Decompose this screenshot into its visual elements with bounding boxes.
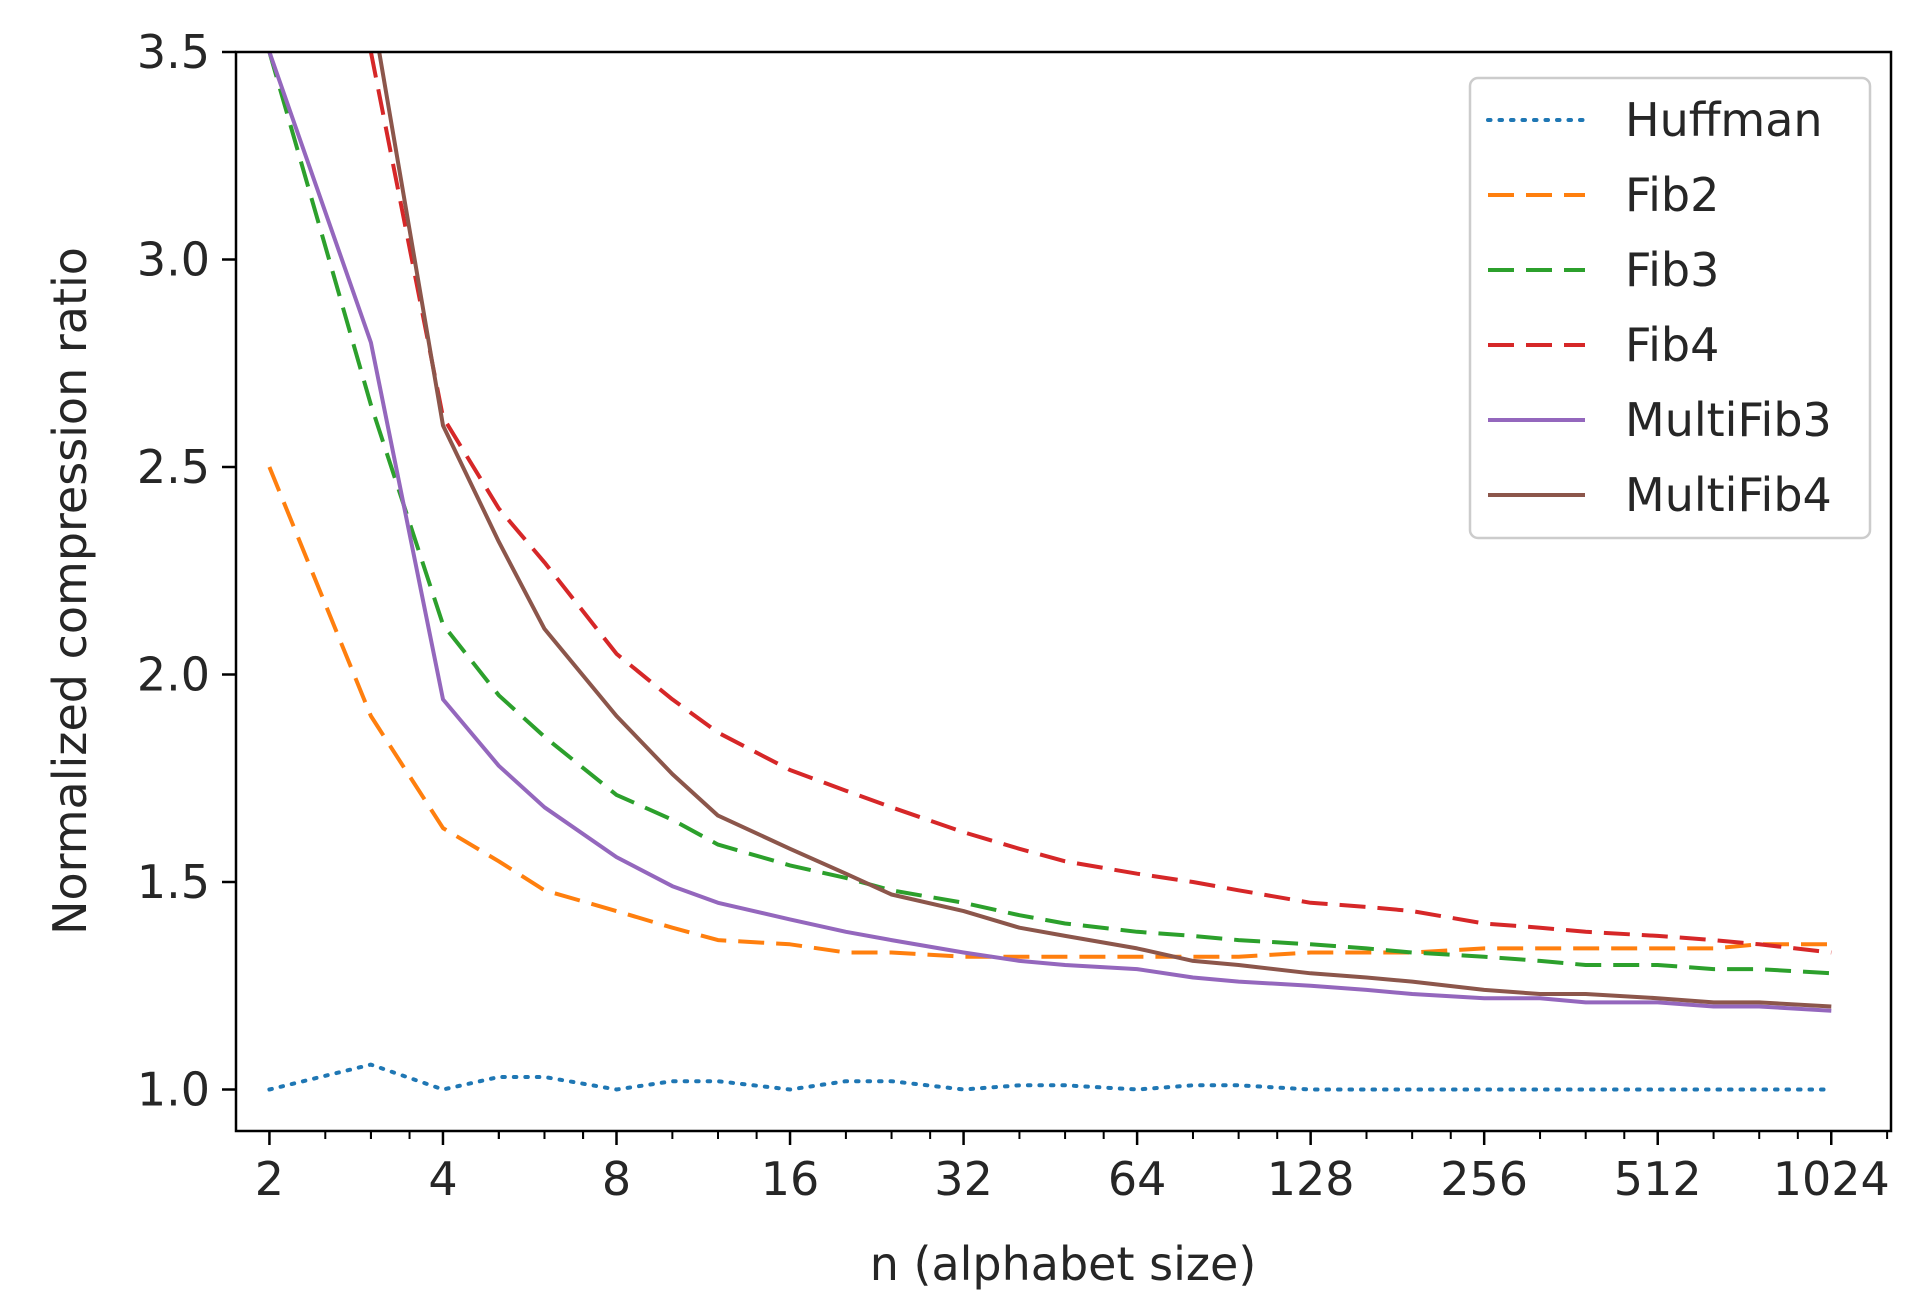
series-layer: [267, 52, 1834, 1092]
y-axis-label: Normalized compression ratio: [43, 247, 97, 935]
x-axis-label: n (alphabet size): [870, 1237, 1257, 1291]
series-line-multifib4: [377, 52, 1832, 1009]
plot-frame: [234, 50, 1893, 1133]
x-tick-label: 16: [761, 1152, 820, 1206]
y-tick-label: 3.5: [137, 25, 210, 79]
series-line-fib2: [267, 466, 1832, 959]
legend: Huffman Fib2 Fib3 Fib4 MultiFib3 MultiFib4: [1468, 76, 1872, 540]
legend-label-huffman: Huffman: [1625, 93, 1823, 147]
series-line-fib4: [368, 52, 1832, 955]
legend-label-fib3: Fib3: [1625, 243, 1719, 297]
series-line-huffman: [267, 1062, 1834, 1092]
x-tick-label: 64: [1108, 1152, 1167, 1206]
x-tick-label: 4: [428, 1152, 457, 1206]
x-axis: 2 4 8 16 32 64 128 256 512 1024: [255, 1131, 1890, 1206]
legend-label-multifib4: MultiFib4: [1625, 468, 1832, 522]
legend-label-multifib3: MultiFib3: [1625, 393, 1832, 447]
x-tick-label: 32: [934, 1152, 993, 1206]
x-tick-label: 512: [1614, 1152, 1702, 1206]
x-tick-label: 256: [1440, 1152, 1528, 1206]
y-axis: 1.0 1.5 2.0 2.5 3.0 3.5: [137, 25, 236, 1117]
x-tick-label: 2: [255, 1152, 284, 1206]
series-line-multifib3: [267, 52, 1832, 1013]
y-tick-label: 2.5: [137, 440, 210, 494]
series-line-fib3: [267, 52, 1832, 976]
legend-label-fib4: Fib4: [1625, 318, 1719, 372]
x-tick-label: 8: [602, 1152, 631, 1206]
y-tick-label: 3.0: [137, 233, 210, 287]
y-tick-label: 1.0: [137, 1063, 210, 1117]
x-tick-label: 1024: [1773, 1152, 1890, 1206]
y-tick-label: 2.0: [137, 648, 210, 702]
x-tick-label: 128: [1267, 1152, 1355, 1206]
legend-label-fib2: Fib2: [1625, 168, 1719, 222]
y-tick-label: 1.5: [137, 855, 210, 909]
